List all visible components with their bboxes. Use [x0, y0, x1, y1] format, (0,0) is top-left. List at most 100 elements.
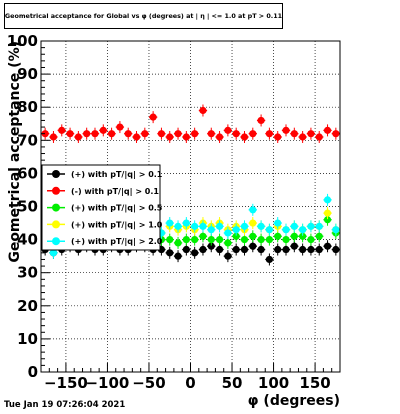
data-point — [332, 245, 340, 254]
legend-label: (+) with pT/|q| > 0.5 — [71, 204, 163, 213]
data-point — [182, 219, 190, 227]
data-point — [199, 106, 207, 115]
data-point — [174, 222, 182, 230]
data-point — [191, 130, 199, 138]
data-point — [315, 245, 323, 254]
data-point — [58, 126, 66, 134]
y-tick-label: 70 — [17, 131, 38, 149]
legend-marker — [52, 203, 60, 212]
data-point — [166, 219, 174, 227]
data-point — [199, 222, 207, 230]
data-point — [307, 245, 315, 254]
data-point — [307, 130, 315, 138]
x-tick-label: −50 — [132, 374, 165, 392]
data-point — [299, 232, 307, 240]
data-point — [315, 222, 323, 230]
data-point — [240, 222, 249, 230]
data-point — [224, 229, 232, 237]
y-tick-label: 60 — [17, 164, 38, 182]
data-point — [41, 130, 49, 138]
data-point — [191, 249, 199, 257]
data-point — [299, 133, 307, 141]
data-point — [215, 245, 224, 254]
data-point — [49, 249, 58, 257]
legend-marker — [52, 220, 60, 229]
data-point — [249, 206, 257, 214]
data-point — [207, 226, 215, 234]
data-point — [215, 222, 224, 230]
data-point — [83, 130, 91, 138]
data-point — [257, 116, 265, 125]
data-point — [274, 245, 282, 254]
data-point — [174, 239, 182, 247]
legend-label: (-) with pT/|q| > 0.1 — [71, 187, 159, 196]
legend-label: (+) with pT/|q| > 2.0 — [71, 237, 163, 246]
x-tick-label: 150 — [299, 374, 330, 392]
data-point — [240, 245, 249, 254]
data-point — [232, 245, 240, 254]
data-point — [191, 236, 199, 244]
y-tick-label: 80 — [17, 98, 38, 116]
data-point — [224, 252, 232, 260]
data-point — [323, 209, 332, 217]
data-point — [166, 236, 174, 244]
y-tick-label: 100 — [7, 32, 38, 50]
data-point — [215, 133, 224, 141]
data-point — [232, 226, 240, 234]
data-point — [207, 236, 215, 244]
data-point — [323, 216, 332, 224]
data-point — [323, 196, 332, 204]
data-point — [265, 130, 274, 138]
data-point — [257, 245, 265, 254]
y-tick-label: 90 — [17, 65, 38, 83]
legend: (+) with pT/|q| > 0.1 (-) with pT/|q| > 0… — [41, 164, 163, 251]
series-1 — [41, 104, 340, 143]
data-point — [199, 245, 207, 254]
y-axis-title: Geometrical acceptance (%) — [7, 41, 23, 263]
data-point — [116, 123, 124, 131]
data-point — [182, 245, 190, 254]
data-point — [240, 236, 249, 244]
x-tick-label: 0 — [185, 374, 195, 392]
data-point — [124, 130, 132, 138]
x-tick-label: 50 — [222, 374, 243, 392]
data-point — [157, 130, 166, 138]
timestamp: Tue Jan 19 07:26:04 2021 — [4, 400, 126, 410]
x-tick-label: 100 — [258, 374, 289, 392]
data-point — [249, 219, 257, 227]
data-point — [332, 130, 340, 138]
data-point — [290, 232, 298, 240]
data-point — [307, 222, 315, 230]
data-point — [166, 133, 174, 141]
data-point — [282, 236, 290, 244]
legend-marker — [52, 186, 60, 195]
data-point — [274, 232, 282, 240]
data-point — [257, 236, 265, 244]
data-point — [232, 232, 240, 240]
legend-marker — [52, 237, 60, 246]
tick-labels: 0 10 20 30 40 50 60 70 80 90 100 −150−100 −50 0 50 100 1… — [7, 32, 331, 392]
data-point — [166, 249, 174, 257]
chart-title: Geometrical acceptance for Global vs φ (… — [4, 3, 283, 29]
data-point — [323, 126, 332, 134]
data-point — [315, 133, 323, 141]
data-point — [282, 226, 290, 234]
data-point — [257, 222, 265, 230]
y-tick-label: 10 — [17, 330, 38, 348]
data-point — [249, 130, 257, 138]
data-point — [290, 130, 298, 138]
data-point — [290, 222, 298, 230]
data-point — [232, 130, 240, 138]
data-point — [107, 130, 116, 138]
data-point — [141, 130, 149, 138]
data-point — [191, 222, 199, 230]
data-point — [315, 232, 323, 240]
y-tick-label: 40 — [17, 231, 38, 249]
data-point — [207, 242, 215, 250]
data-point — [182, 133, 190, 141]
data-point — [174, 130, 182, 138]
data-point — [132, 133, 141, 141]
x-tick-label: −100 — [85, 374, 129, 392]
data-point — [215, 236, 224, 244]
data-point — [290, 242, 298, 250]
